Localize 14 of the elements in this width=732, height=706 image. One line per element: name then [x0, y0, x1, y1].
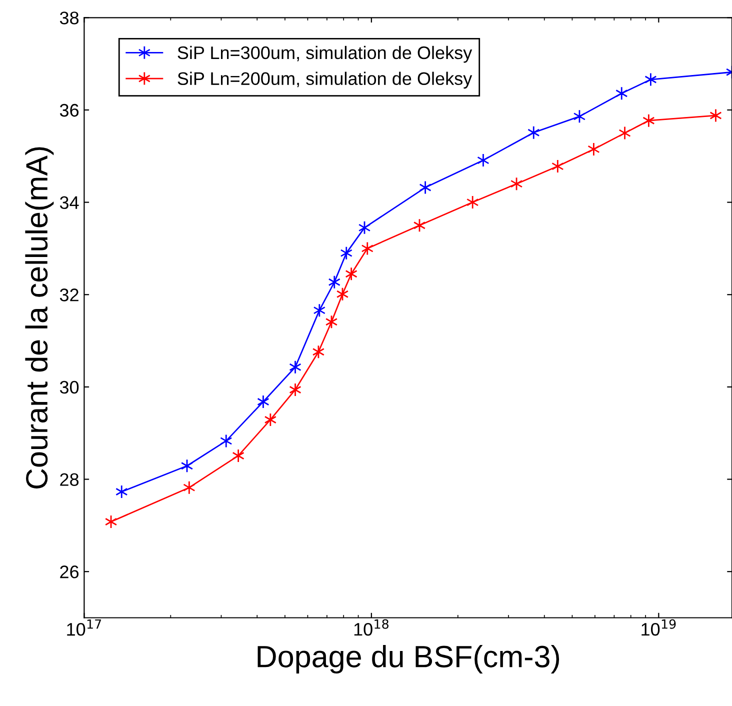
y-tick-label: 26: [60, 566, 79, 578]
x-tick-label: 10$^{18}$: [354, 619, 388, 636]
y-tick-label: 34: [60, 196, 79, 210]
y-axis-title: Courant de la cellule(mA): [25, 147, 54, 489]
y-tick-label: 38: [60, 12, 79, 24]
x-axis-title: Dopage du BSF(cm-3): [258, 645, 560, 674]
y-tick-label: 28: [60, 473, 79, 486]
legend-label: SiP Ln=300um, simulation de Oleksy: [178, 46, 472, 63]
legend-label: SiP Ln=200um, simulation de Oleksy: [178, 72, 472, 89]
x-tick-label: 10$^{19}$: [642, 619, 676, 636]
y-tick-label: 30: [60, 380, 79, 394]
y-tick-label: 32: [60, 288, 78, 302]
y-tick-label: 36: [60, 104, 79, 117]
x-tick-label: 10$^{17}$: [67, 619, 102, 636]
